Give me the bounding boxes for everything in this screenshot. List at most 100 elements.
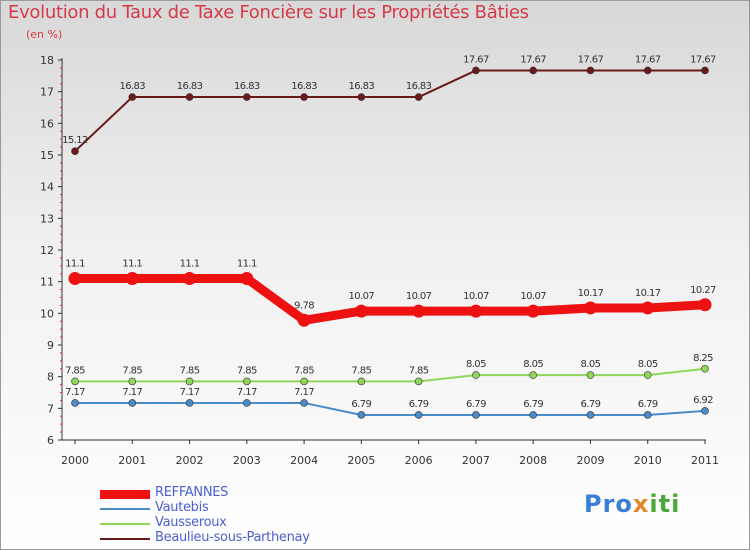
data-label: 6.79 [351,399,371,410]
data-point [414,377,423,386]
x-tick-label: 2000 [61,454,89,467]
data-point [357,411,366,419]
y-tick-label: 14 [40,181,54,194]
y-tick-label: 7 [47,402,54,415]
data-point [529,411,537,419]
chart-title: Evolution du Taux de Taxe Foncière sur l… [8,2,529,23]
logo-part: iti [649,490,681,518]
data-label: 8.05 [581,359,601,370]
data-label: 8.05 [523,359,543,370]
x-tick-label: 2002 [176,454,204,467]
data-point [357,93,366,101]
series-line [74,69,706,153]
x-tick-label: 2010 [634,454,662,467]
x-tick-label: 2011 [691,454,719,467]
data-label: 17.67 [690,54,716,65]
data-point [472,371,480,379]
legend-label: Vausseroux [155,515,227,530]
x-tick-label: 2006 [405,454,433,467]
data-point [643,371,652,379]
legend-swatch [100,508,150,510]
data-label: 16.83 [177,81,203,92]
y-tick-label: 15 [40,149,54,162]
data-point [300,377,308,386]
data-point [71,377,79,386]
data-point [526,304,540,318]
data-label: 17.67 [463,54,489,65]
data-label: 7.85 [294,365,314,376]
legend-label: Beaulieu-sous-Parthenay [155,530,310,545]
data-label: 11.1 [237,259,257,270]
legend-item-vausseroux: Vausseroux [100,515,360,532]
data-point [297,313,311,327]
data-point [243,399,251,407]
data-point [71,399,79,407]
y-tick-label: 9 [47,339,54,352]
data-point [185,377,194,386]
data-point [125,272,139,285]
data-label: 6.92 [693,395,713,406]
x-tick-label: 2008 [519,454,547,467]
data-label: 9.78 [294,300,314,311]
y-tick-label: 12 [40,244,54,257]
data-label: 16.83 [291,81,317,92]
data-label: 10.07 [520,291,546,302]
data-point [586,371,595,379]
data-label: 11.1 [180,259,200,270]
data-point [643,66,652,75]
data-point [586,411,595,419]
data-point [243,377,251,386]
data-label: 8.05 [638,359,658,370]
data-label: 10.17 [635,288,661,299]
data-point [128,399,137,407]
data-label: 16.83 [119,81,145,92]
y-tick-label: 8 [47,371,54,384]
legend-swatch [100,538,150,540]
data-point [183,272,197,285]
legend-item-beaulieu: Beaulieu-sous-Parthenay [100,530,360,547]
legend-item-reffannes: REFFANNES [100,485,360,502]
data-label: 10.17 [578,288,604,299]
data-label: 17.67 [520,54,546,65]
data-point [185,93,194,101]
data-point [300,399,308,407]
data-point [354,304,368,318]
x-tick-label: 2009 [576,454,604,467]
series-line [70,274,710,325]
data-label: 7.85 [351,365,371,376]
x-tick-label: 2004 [290,454,318,467]
proxiti-logo: Proxiti [584,490,680,518]
x-tick-label: 2003 [233,454,261,467]
data-point [240,272,254,285]
logo-part: Pro [584,490,633,518]
y-tick-label: 10 [40,307,54,320]
y-tick-label: 13 [40,212,54,225]
data-label: 7.17 [180,387,200,398]
data-label: 16.83 [349,81,375,92]
series-line [74,401,706,416]
data-point [643,411,652,419]
data-point [529,66,537,75]
chart-subtitle: (en %) [26,28,63,41]
x-tick-label: 2005 [347,454,375,467]
data-label: 15.12 [62,135,88,146]
data-point [414,411,423,419]
data-label: 11.1 [122,259,142,270]
x-tick-label: 2001 [118,454,146,467]
legend-label: Vautebis [155,500,209,515]
data-point [586,66,595,75]
data-label: 10.07 [463,291,489,302]
data-point [128,93,137,101]
series-line [74,367,706,383]
data-point [185,399,194,407]
data-label: 6.79 [466,399,486,410]
data-label: 7.17 [237,387,257,398]
data-label: 11.1 [65,259,85,270]
data-point [128,377,137,386]
data-point [243,93,251,101]
data-point [698,298,712,312]
data-label: 6.79 [523,399,543,410]
data-label: 17.67 [578,54,604,65]
data-point [701,66,709,75]
